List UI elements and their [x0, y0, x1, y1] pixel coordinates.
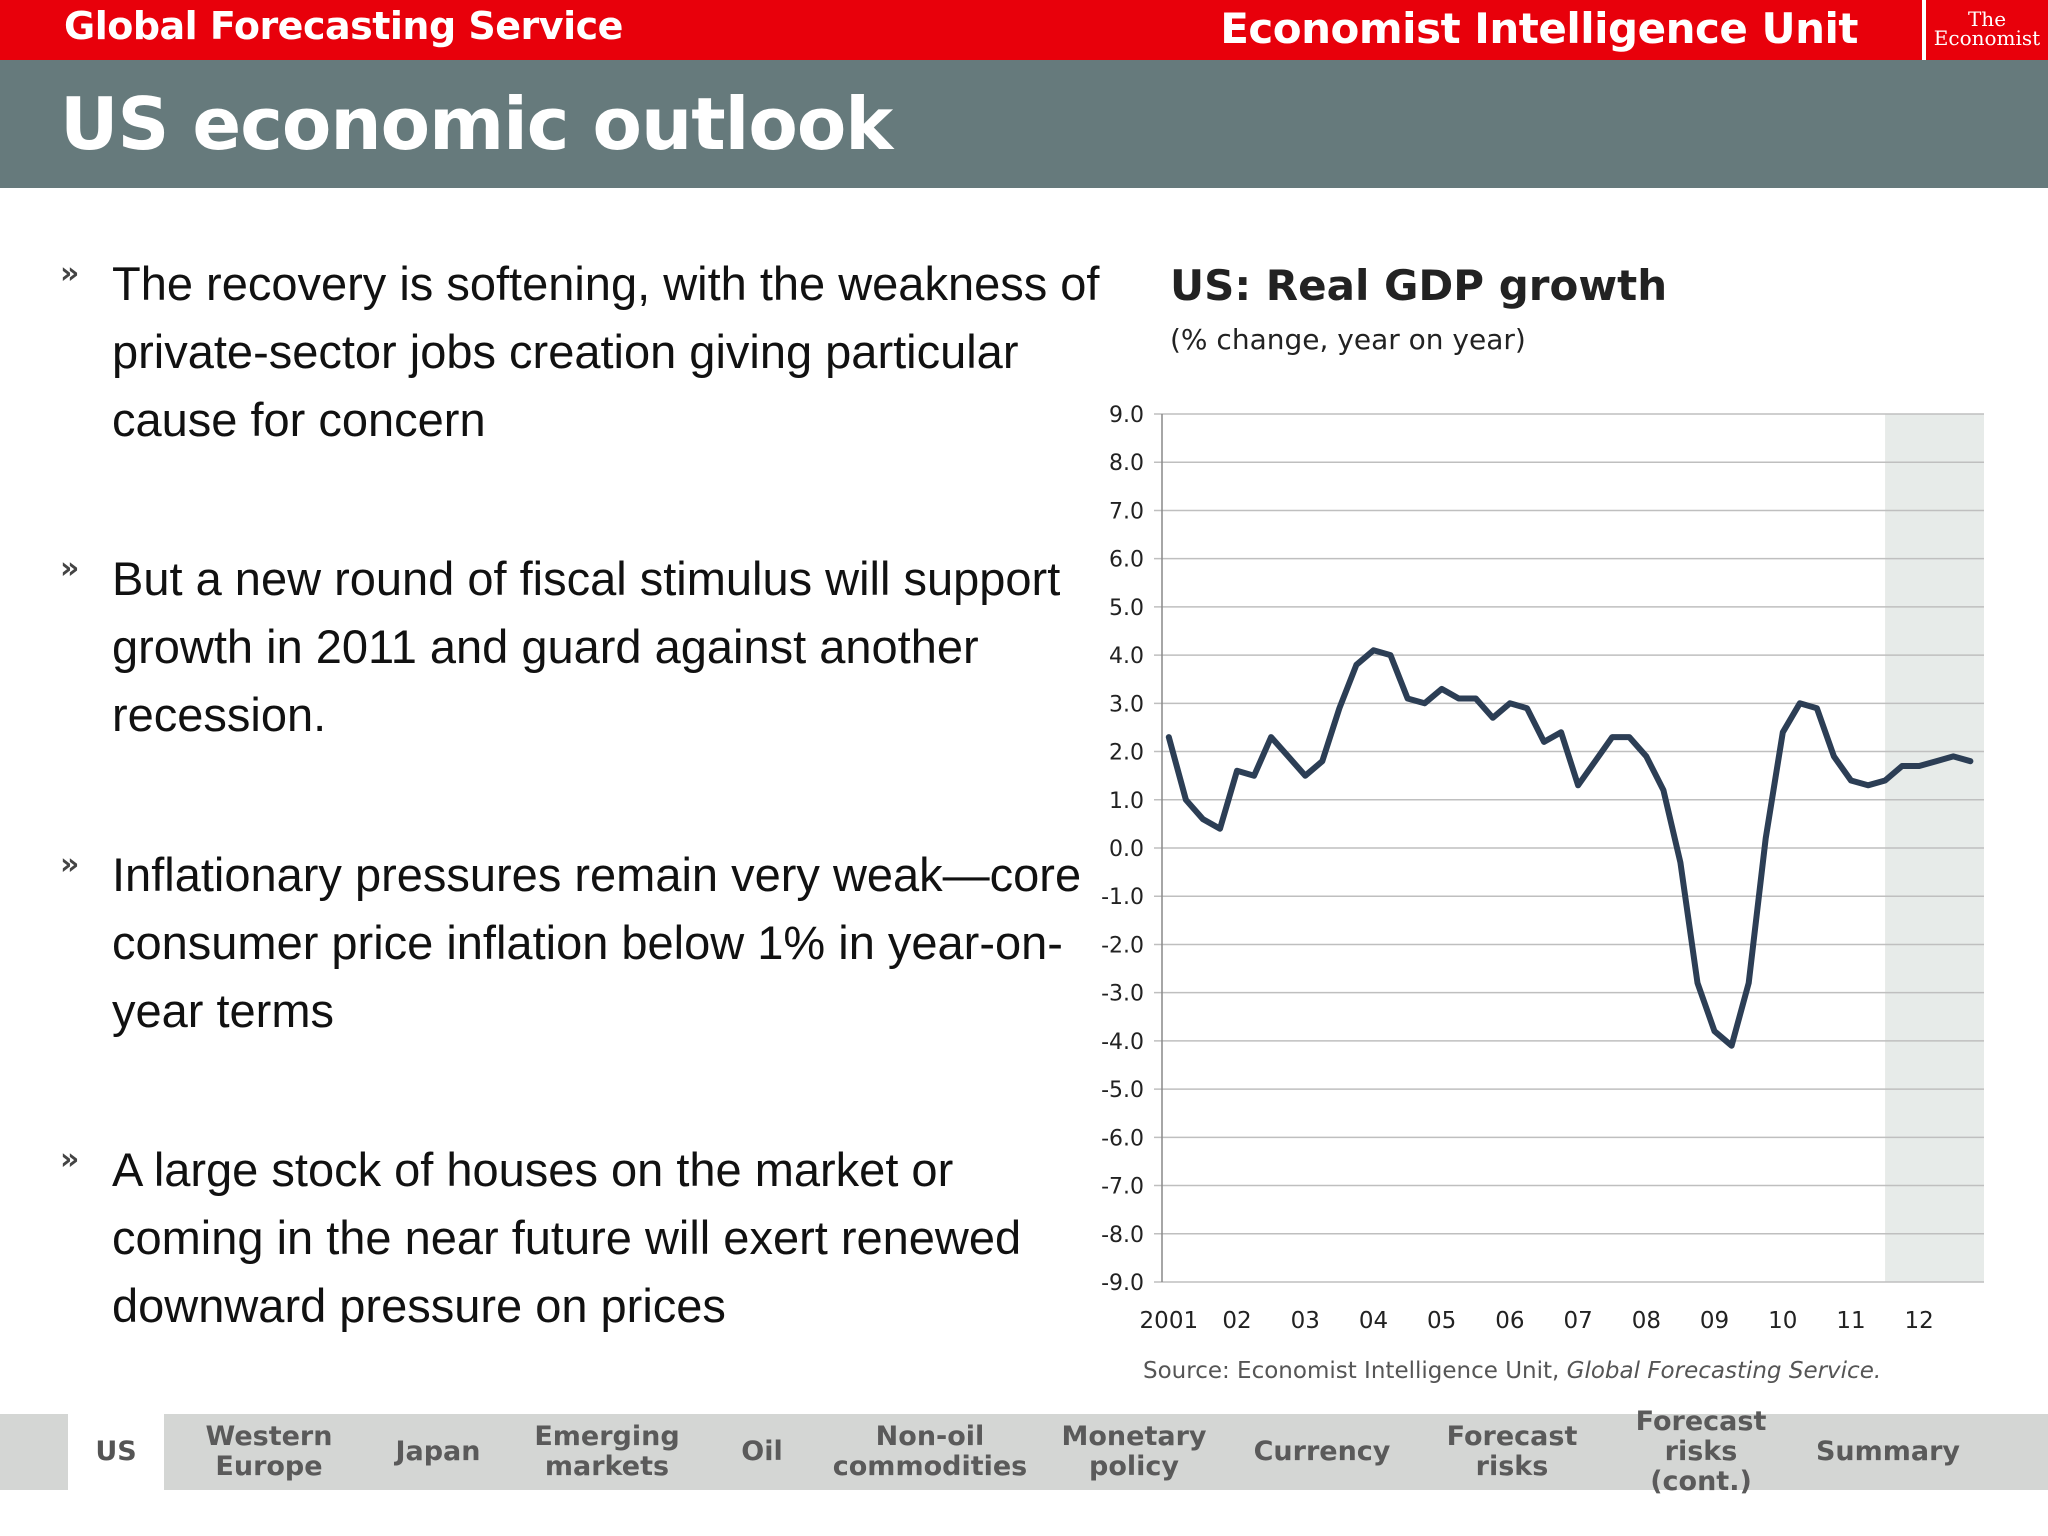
x-tick-label: 08 [1632, 1308, 1661, 1334]
source-title: Global Forecasting Service. [1567, 1358, 1882, 1384]
x-tick-label: 11 [1836, 1308, 1865, 1334]
nav-tab-non-oil-commodities[interactable]: Non-oil commodities [832, 1421, 1028, 1482]
nav-tab-emerging-markets[interactable]: Emerging markets [534, 1421, 680, 1482]
nav-tab-forecast-risks-cont[interactable]: Forecast risks (cont.) [1635, 1406, 1767, 1497]
y-tick-label: -7.0 [1101, 1175, 1144, 1200]
gdp-chart: US: Real GDP growth (% change, year on ye… [1101, 261, 1984, 1384]
bullet-marker-icon: » [60, 551, 80, 586]
y-tick-label: 8.0 [1109, 451, 1144, 476]
x-tick-label: 06 [1495, 1308, 1524, 1334]
page-title: US economic outlook [60, 82, 893, 166]
bullet-text: But a new round of fiscal stimulus will … [112, 552, 1061, 741]
chart-subtitle: (% change, year on year) [1170, 323, 1526, 356]
economist-logo: The Economist [1922, 0, 2048, 60]
y-tick-label: 6.0 [1109, 548, 1144, 573]
nav-tab-monetary-policy[interactable]: Monetary policy [1061, 1421, 1207, 1482]
nav-tab-forecast-risks[interactable]: Forecast risks [1446, 1421, 1578, 1482]
y-tick-label: -4.0 [1101, 1030, 1144, 1055]
nav-tab-currency[interactable]: Currency [1253, 1436, 1391, 1467]
y-tick-label: 5.0 [1109, 596, 1144, 621]
nav-tab-us[interactable]: US [68, 1414, 164, 1490]
y-tick-label: -1.0 [1101, 885, 1144, 910]
x-tick-label: 04 [1359, 1308, 1388, 1334]
bullet-text: The recovery is softening, with the weak… [112, 257, 1100, 446]
x-tick-label: 03 [1291, 1308, 1320, 1334]
nav-tab-western-europe[interactable]: Western Europe [205, 1421, 333, 1482]
y-tick-label: -8.0 [1101, 1223, 1144, 1248]
nav-tab-oil[interactable]: Oil [741, 1436, 783, 1467]
x-tick-label: 05 [1427, 1308, 1456, 1334]
bullet-marker-icon: » [60, 1142, 80, 1177]
x-tick-label: 09 [1700, 1308, 1729, 1334]
bullet-text: A large stock of houses on the market or… [112, 1143, 1022, 1332]
bullet-marker-icon: » [60, 256, 80, 291]
y-tick-label: -9.0 [1101, 1271, 1144, 1296]
y-tick-label: -6.0 [1101, 1126, 1144, 1151]
y-tick-label: 7.0 [1109, 499, 1144, 524]
service-name: Global Forecasting Service [64, 4, 623, 48]
x-tick-label: 2001 [1140, 1308, 1199, 1334]
logo-line-2: Economist [1933, 26, 2041, 50]
y-tick-label: -2.0 [1101, 933, 1144, 958]
nav-tab-summary[interactable]: Summary [1815, 1436, 1961, 1467]
y-tick-label: -5.0 [1101, 1078, 1144, 1103]
x-tick-label: 07 [1563, 1308, 1592, 1334]
x-tick-label: 02 [1222, 1308, 1251, 1334]
y-tick-label: 2.0 [1109, 741, 1144, 766]
title-bar: US economic outlook [0, 60, 2048, 188]
y-tick-label: 0.0 [1109, 837, 1144, 862]
gdp-series-line [1165, 647, 1974, 1049]
logo-line-1: The [1967, 7, 2007, 31]
brand-name: Economist Intelligence Unit [1220, 4, 1858, 53]
top-banner: Global Forecasting Service Economist Int… [0, 0, 2048, 60]
x-tick-label: 10 [1768, 1308, 1797, 1334]
source-prefix: Source: Economist Intelligence Unit, [1143, 1358, 1567, 1384]
bullet-marker-icon: » [60, 847, 80, 882]
y-tick-label: 4.0 [1109, 644, 1144, 669]
chart-source: Source: Economist Intelligence Unit, Glo… [1143, 1358, 1881, 1384]
y-tick-label: -3.0 [1101, 982, 1144, 1007]
y-tick-label: 1.0 [1109, 789, 1144, 814]
chart-title: US: Real GDP growth [1170, 261, 1667, 310]
bullet-text: Inflationary pressures remain very weak—… [112, 848, 1082, 1037]
x-tick-label: 12 [1905, 1308, 1934, 1334]
nav-tab-japan[interactable]: Japan [395, 1436, 481, 1467]
y-tick-label: 3.0 [1109, 692, 1144, 717]
y-tick-label: 9.0 [1109, 403, 1144, 428]
bottom-nav: US Western Europe Japan Emerging markets Oil… [0, 1406, 2048, 1497]
